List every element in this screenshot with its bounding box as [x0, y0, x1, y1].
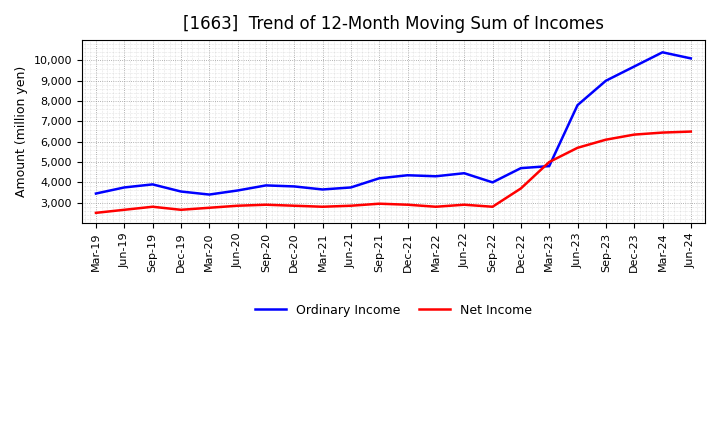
- Ordinary Income: [176, 189, 185, 194]
- Ordinary Income: [488, 180, 497, 185]
- Ordinary Income: [403, 172, 412, 178]
- Ordinary Income: [431, 174, 440, 179]
- Ordinary Income: [148, 182, 157, 187]
- Net Income: [573, 145, 582, 150]
- Net Income: [630, 132, 639, 137]
- Net Income: [91, 210, 100, 216]
- Net Income: [233, 203, 242, 209]
- Net Income: [431, 204, 440, 209]
- Net Income: [686, 129, 695, 134]
- Ordinary Income: [290, 184, 299, 189]
- Ordinary Income: [658, 50, 667, 55]
- Net Income: [261, 202, 270, 207]
- Net Income: [205, 205, 214, 210]
- Ordinary Income: [318, 187, 327, 192]
- Y-axis label: Amount (million yen): Amount (million yen): [15, 66, 28, 197]
- Net Income: [375, 201, 384, 206]
- Legend: Ordinary Income, Net Income: Ordinary Income, Net Income: [250, 299, 537, 322]
- Net Income: [318, 204, 327, 209]
- Net Income: [658, 130, 667, 135]
- Ordinary Income: [516, 165, 525, 171]
- Net Income: [346, 203, 355, 209]
- Net Income: [516, 186, 525, 191]
- Ordinary Income: [686, 56, 695, 61]
- Net Income: [460, 202, 469, 207]
- Ordinary Income: [375, 176, 384, 181]
- Title: [1663]  Trend of 12-Month Moving Sum of Incomes: [1663] Trend of 12-Month Moving Sum of I…: [183, 15, 604, 33]
- Ordinary Income: [120, 185, 129, 190]
- Net Income: [290, 203, 299, 209]
- Net Income: [176, 207, 185, 213]
- Ordinary Income: [601, 78, 610, 84]
- Ordinary Income: [346, 185, 355, 190]
- Ordinary Income: [460, 171, 469, 176]
- Ordinary Income: [233, 188, 242, 193]
- Ordinary Income: [545, 164, 554, 169]
- Ordinary Income: [205, 192, 214, 197]
- Line: Net Income: Net Income: [96, 132, 690, 213]
- Ordinary Income: [630, 64, 639, 69]
- Ordinary Income: [261, 183, 270, 188]
- Net Income: [488, 204, 497, 209]
- Ordinary Income: [91, 191, 100, 196]
- Net Income: [403, 202, 412, 207]
- Net Income: [120, 207, 129, 213]
- Net Income: [148, 204, 157, 209]
- Net Income: [545, 159, 554, 165]
- Net Income: [601, 137, 610, 142]
- Line: Ordinary Income: Ordinary Income: [96, 52, 690, 194]
- Ordinary Income: [573, 103, 582, 108]
